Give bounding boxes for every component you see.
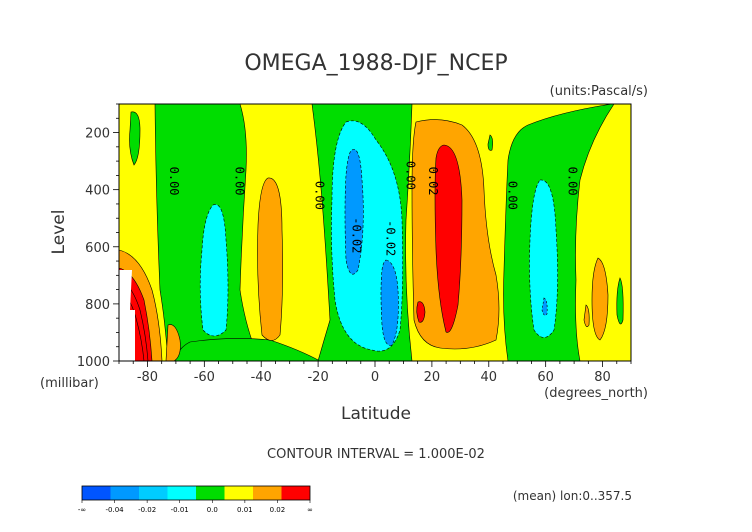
region-red-small [416, 301, 426, 323]
y-axis: 200 400 600 800 1000 [77, 103, 119, 370]
x-axis-units: (degrees_north) [544, 386, 648, 401]
region-cyan-north [529, 179, 558, 338]
chart-title: OMEGA_1988-DJF_NCEP [244, 51, 507, 76]
y-tick-label: 400 [85, 184, 110, 199]
colorbar-swatch [110, 486, 139, 500]
region-orange-east [591, 257, 609, 341]
x-axis: -80 -60 -40 -20 0 20 40 60 80 [118, 361, 632, 385]
colorbar-swatch [224, 486, 253, 500]
region-green-topleft [129, 111, 141, 166]
y-tick-label: 200 [85, 127, 110, 142]
colorbar-swatch [82, 486, 111, 500]
region-blue-core-1 [344, 149, 364, 275]
x-tick-label: 20 [424, 370, 441, 385]
x-tick-label: 0 [371, 370, 379, 385]
contour-labels: 0.00 0.00 0.00 -0.02 -0.02 0.00 0.02 0.00 0.00 [167, 161, 579, 256]
colorbar-swatch [196, 486, 225, 500]
region-green-dot-east [616, 277, 624, 325]
contour-interval-text: CONTOUR INTERVAL = 1.000E-02 [267, 447, 485, 462]
x-tick-label: 80 [594, 370, 611, 385]
region-blue-dot-north [541, 297, 548, 316]
region-red-core [434, 144, 463, 333]
y-axis-label: Level [49, 210, 69, 255]
contour-label: 0.00 [167, 167, 181, 196]
colorbar-label: -0.04 [106, 506, 125, 514]
x-axis-label: Latitude [341, 404, 411, 424]
x-tick-label: 60 [537, 370, 554, 385]
colorbar-swatch [139, 486, 168, 500]
colorbar-label: 0.01 [237, 506, 253, 514]
colorbar-label: 0.02 [270, 506, 286, 514]
colorbar-label: -0.01 [171, 506, 189, 514]
region-missing-edge [119, 270, 132, 310]
colorbar-label: ∞ [307, 506, 313, 514]
contour-plot-area [119, 104, 631, 361]
footnote-text: (mean) lon:0..357.5 [513, 489, 632, 503]
colorbar-frame [81, 485, 311, 501]
colorbar-swatch [167, 486, 196, 500]
region-orange-bottom-south [165, 324, 181, 361]
region-blue-core-2 [380, 259, 399, 346]
region-green-dot-1 [487, 134, 493, 151]
x-tick-label: -40 [251, 370, 272, 385]
colorbar-label: -∞ [78, 506, 86, 514]
y-tick-label: 800 [85, 298, 110, 313]
contour-label: 0.00 [312, 181, 326, 210]
contour-label: 0.00 [233, 167, 247, 196]
colorbar: -∞ -0.04 -0.02 -0.01 0.0 0.01 0.02 ∞ [78, 485, 313, 514]
colorbar-swatch [253, 486, 282, 500]
contour-label: -0.02 [349, 217, 363, 253]
colorbar-label: -0.02 [138, 506, 156, 514]
region-missing-data [119, 310, 135, 361]
x-tick-label: 40 [481, 370, 498, 385]
region-green-bottom [174, 338, 321, 361]
x-tick-label: -60 [194, 370, 215, 385]
y-tick-label: 1000 [77, 355, 110, 370]
region-cyan-south [199, 204, 229, 337]
contour-label: 0.00 [506, 181, 520, 210]
y-tick-label: 600 [85, 241, 110, 256]
colorbar-swatch [281, 486, 310, 500]
contour-label: 0.00 [565, 167, 579, 196]
region-orange-dot-east [583, 304, 590, 327]
region-orange-south [257, 177, 283, 341]
x-tick-label: -20 [307, 370, 328, 385]
contour-label: 0.02 [426, 167, 440, 196]
y-axis-units: (millibar) [40, 376, 99, 391]
contour-label: -0.02 [383, 220, 397, 256]
contour-label: 0.00 [403, 161, 417, 190]
chart-units: (units:Pascal/s) [550, 84, 648, 99]
x-tick-label: -80 [137, 370, 158, 385]
colorbar-label: 0.0 [207, 506, 218, 514]
